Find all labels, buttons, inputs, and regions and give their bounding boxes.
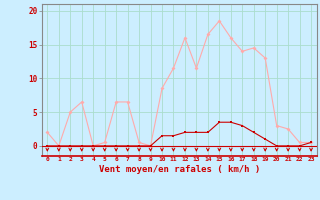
X-axis label: Vent moyen/en rafales ( km/h ): Vent moyen/en rafales ( km/h ) <box>99 165 260 174</box>
